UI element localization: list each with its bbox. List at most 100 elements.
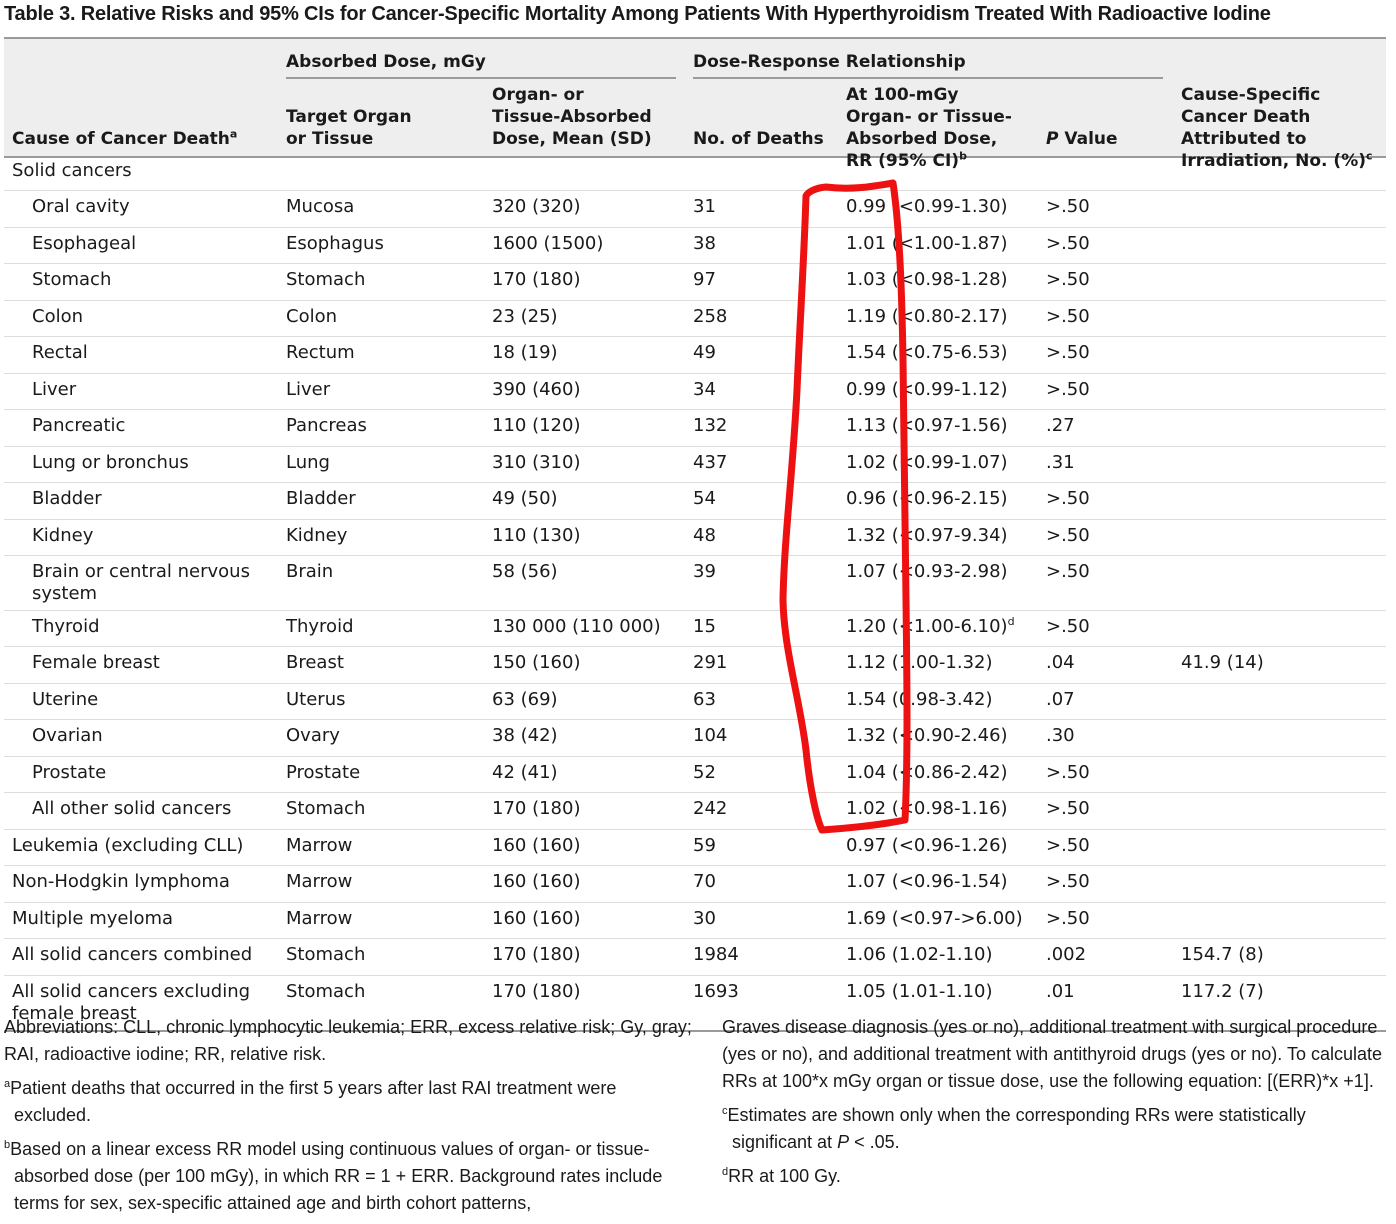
group-header-dose-response: Dose-Response Relationship — [693, 52, 966, 72]
cell-target-organ: Stomach — [286, 798, 366, 819]
cell-absorbed-dose: 170 (180) — [492, 798, 581, 819]
cell-absorbed-dose: 23 (25) — [492, 306, 558, 327]
cell-relative-risk: 0.96 (<0.96-2.15) — [846, 488, 1008, 509]
cell-target-organ: Marrow — [286, 908, 353, 929]
cell-target-organ: Pancreas — [286, 415, 367, 436]
cell-p-value: >.50 — [1046, 488, 1090, 509]
cell-absorbed-dose: 390 (460) — [492, 379, 581, 400]
table-row: All solid cancers combined Stomach 170 (18… — [4, 939, 1386, 976]
cell-p-value: >.50 — [1046, 342, 1090, 363]
table-row: Pancreatic Pancreas 110 (120) 132 1.13 (<0.9… — [4, 410, 1386, 447]
cell-no-of-deaths: 15 — [693, 616, 716, 637]
table-row: Liver Liver 390 (460) 34 0.99 (<0.99-1.12) >.… — [4, 374, 1386, 410]
table-header: Absorbed Dose, mGy Dose-Response Relatio… — [4, 37, 1386, 171]
cell-no-of-deaths: 52 — [693, 762, 716, 783]
cell-absorbed-dose: 63 (69) — [492, 689, 558, 710]
cell-p-value: >.50 — [1046, 196, 1090, 217]
cell-target-organ: Marrow — [286, 835, 353, 856]
footnote-b-continued: Graves disease diagnosis (yes or no), ad… — [722, 1017, 1383, 1091]
cell-p-value: >.50 — [1046, 561, 1090, 582]
cell-no-of-deaths: 59 — [693, 835, 716, 856]
cell-no-of-deaths: 34 — [693, 379, 716, 400]
cell-target-organ: Stomach — [286, 269, 366, 290]
cell-target-organ: Bladder — [286, 488, 356, 509]
cell-p-value: .27 — [1046, 415, 1075, 436]
col-header-attributed: Cause-Specific Cancer Death Attributed t… — [1181, 85, 1373, 171]
cell-cause: Female breast — [32, 652, 160, 673]
cell-relative-risk: 1.04 (<0.86-2.42) — [846, 762, 1008, 783]
cell-absorbed-dose: 38 (42) — [492, 725, 558, 746]
cell-no-of-deaths: 38 — [693, 233, 716, 254]
col-header-p-value: P Value — [1046, 129, 1118, 149]
cell-cause: Stomach — [32, 269, 112, 290]
cell-cause: Pancreatic — [32, 415, 126, 436]
cell-target-organ: Mucosa — [286, 196, 355, 217]
cell-target-organ: Prostate — [286, 762, 361, 783]
cell-cause: Rectal — [32, 342, 88, 363]
cell-target-organ: Stomach — [286, 981, 366, 1002]
cell-no-of-deaths: 48 — [693, 525, 716, 546]
cell-target-organ: Uterus — [286, 689, 346, 710]
cell-cause: Bladder — [32, 488, 102, 509]
cell-relative-risk: 1.54 (0.98-3.42) — [846, 689, 993, 710]
cell-relative-risk: 1.07 (<0.93-2.98) — [846, 561, 1008, 582]
cell-p-value: >.50 — [1046, 835, 1090, 856]
table-row: Brain or central nervous system Brain 58 (… — [4, 556, 1386, 611]
cell-cause: Oral cavity — [32, 196, 130, 217]
cell-absorbed-dose: 170 (180) — [492, 269, 581, 290]
cell-relative-risk: 1.05 (1.01-1.10) — [846, 981, 993, 1002]
cell-p-value: .01 — [1046, 981, 1075, 1002]
cell-p-value: >.50 — [1046, 798, 1090, 819]
cell-no-of-deaths: 1693 — [693, 981, 739, 1002]
table-row: Multiple myeloma Marrow 160 (160) 30 1.69 (<… — [4, 903, 1386, 939]
table-row: Ovarian Ovary 38 (42) 104 1.32 (<0.90-2.46).… — [4, 720, 1386, 757]
cell-absorbed-dose: 310 (310) — [492, 452, 581, 473]
cell-cause: Uterine — [32, 689, 99, 710]
cell-cause: Lung or bronchus — [32, 452, 189, 473]
cell-target-organ: Marrow — [286, 871, 353, 892]
cell-no-of-deaths: 31 — [693, 196, 716, 217]
cell-attributed-deaths: 117.2 (7) — [1181, 981, 1264, 1002]
cell-relative-risk: 1.19 (<0.80-2.17) — [846, 306, 1008, 327]
cell-target-organ: Liver — [286, 379, 331, 400]
cell-target-organ: Brain — [286, 561, 334, 582]
cell-relative-risk: 1.32 (<0.90-2.46) — [846, 725, 1008, 746]
cell-relative-risk: 0.97 (<0.96-1.26) — [846, 835, 1008, 856]
cell-cause: Colon — [32, 306, 84, 327]
cell-relative-risk: 1.02 (<0.98-1.16) — [846, 798, 1008, 819]
cell-cause: Multiple myeloma — [12, 908, 174, 929]
cell-absorbed-dose: 160 (160) — [492, 835, 581, 856]
cell-relative-risk: 0.99 (<0.99-1.30) — [846, 196, 1008, 217]
cell-cause: Thyroid — [32, 616, 100, 637]
cell-cause: All solid cancers excluding female breas… — [12, 981, 251, 1024]
cell-no-of-deaths: 104 — [693, 725, 728, 746]
cell-relative-risk: 0.99 (<0.99-1.12) — [846, 379, 1008, 400]
cell-relative-risk: 1.13 (<0.97-1.56) — [846, 415, 1008, 436]
cell-cause: All solid cancers combined — [12, 944, 253, 965]
cell-target-organ: Esophagus — [286, 233, 384, 254]
cell-cause: Liver — [32, 379, 77, 400]
cell-target-organ: Stomach — [286, 944, 366, 965]
table-row: Colon Colon 23 (25) 258 1.19 (<0.80-2.17) >.5… — [4, 301, 1386, 337]
cell-absorbed-dose: 18 (19) — [492, 342, 558, 363]
cell-target-organ: Colon — [286, 306, 338, 327]
cell-relative-risk: 1.02 (<0.99-1.07) — [846, 452, 1008, 473]
cell-cause: Prostate — [32, 762, 107, 783]
cell-absorbed-dose: 320 (320) — [492, 196, 581, 217]
cell-absorbed-dose: 110 (130) — [492, 525, 581, 546]
table-row: Thyroid Thyroid 130 000 (110 000) 15 1.20 (<… — [4, 611, 1386, 647]
table-row: All other solid cancers Stomach 170 (180) 2… — [4, 793, 1386, 830]
cell-p-value: >.50 — [1046, 616, 1090, 637]
table-row: Prostate Prostate 42 (41) 52 1.04 (<0.86-2.4… — [4, 757, 1386, 793]
table-row: All solid cancers excluding female breas… — [4, 976, 1386, 1032]
cell-p-value: >.50 — [1046, 762, 1090, 783]
cell-cause: Esophageal — [32, 233, 137, 254]
cell-cause: Solid cancers — [12, 160, 132, 181]
group-underline-dose-response — [693, 77, 1163, 79]
cell-target-organ: Kidney — [286, 525, 348, 546]
cell-p-value: >.50 — [1046, 871, 1090, 892]
cell-p-value: .07 — [1046, 689, 1075, 710]
cell-cause: Kidney — [32, 525, 94, 546]
cell-relative-risk: 1.69 (<0.97->6.00) — [846, 908, 1023, 929]
cell-absorbed-dose: 160 (160) — [492, 908, 581, 929]
